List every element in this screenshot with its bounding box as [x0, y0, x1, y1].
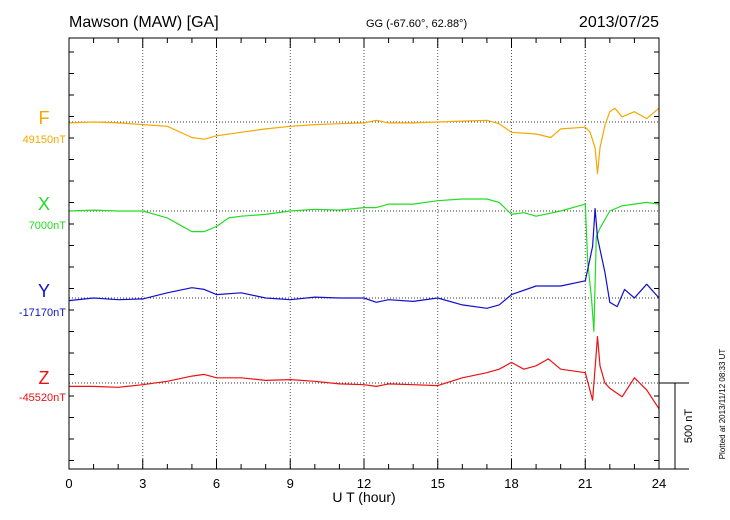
x-tick-labels: 0 3 6 9 12 15 18 21 24 — [65, 476, 666, 491]
series-labels: F 49150nT X 7000nT Y -17170nT Z -45520nT — [19, 108, 66, 404]
chart-title: Mawson (MAW) [GA] — [69, 14, 219, 31]
series-line-z — [69, 336, 660, 410]
tick-marks — [68, 38, 660, 469]
scale-bar: 500 nT — [659, 382, 695, 470]
x-tick-label: 15 — [431, 476, 445, 491]
grid-lines — [142, 38, 586, 469]
x-tick-label: 0 — [65, 476, 72, 491]
x-tick-label: 24 — [652, 476, 666, 491]
series-baseline-value-y: -17170nT — [19, 307, 66, 319]
series-lines — [68, 107, 660, 410]
chart-date: 2013/07/25 — [579, 14, 659, 31]
series-label-x: X — [38, 194, 50, 214]
x-tick-label: 12 — [357, 476, 371, 491]
x-tick-label: 6 — [213, 476, 220, 491]
plotted-timestamp: Plotted at 2013/11/12 08:33 UT — [718, 349, 727, 460]
x-tick-label: 9 — [287, 476, 294, 491]
series-line-x — [68, 198, 660, 332]
series-line-y — [68, 208, 660, 309]
series-line-f — [68, 107, 660, 175]
x-axis-label: U T (hour) — [332, 489, 395, 505]
series-label-z: Z — [39, 368, 50, 388]
x-tick-label: 21 — [578, 476, 592, 491]
series-baseline-value-f: 49150nT — [23, 134, 67, 146]
series-label-f: F — [39, 108, 50, 128]
x-tick-label: 18 — [504, 476, 518, 491]
series-baseline-value-x: 7000nT — [29, 220, 67, 232]
station-coordinates: GG (-67.60°, 62.88°) — [366, 18, 467, 30]
x-tick-label: 3 — [139, 476, 146, 491]
series-baseline-value-z: -45520nT — [19, 392, 66, 404]
scale-bar-label: 500 nT — [683, 409, 695, 444]
series-label-y: Y — [38, 281, 50, 301]
